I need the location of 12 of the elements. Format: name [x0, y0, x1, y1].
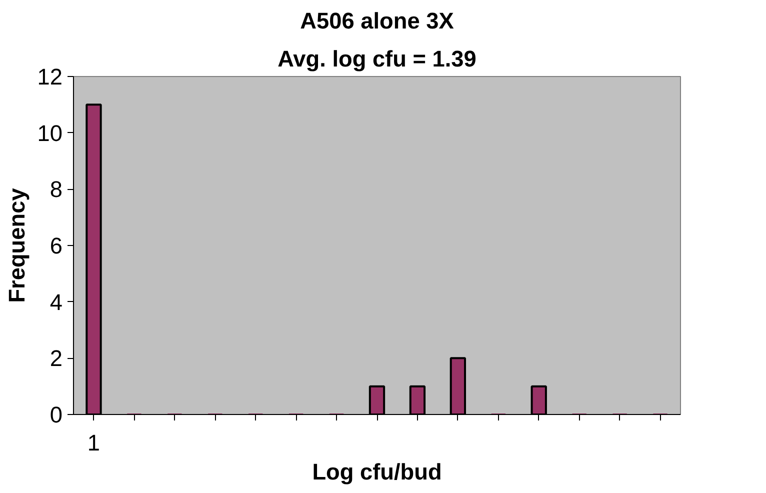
- y-tick-label: 2: [50, 345, 63, 372]
- y-tick-label: 12: [37, 64, 62, 90]
- y-axis-title: Frequency: [3, 188, 30, 303]
- y-tick-label: 6: [50, 232, 63, 258]
- chart-title: A506 alone 3X: [300, 8, 454, 34]
- y-tick-label: 4: [50, 288, 63, 315]
- x-axis-title: Log cfu/bud: [312, 458, 442, 484]
- y-tick-label: 8: [50, 176, 63, 202]
- y-tick-label: 0: [50, 402, 63, 428]
- x-tick-label: 1: [87, 430, 100, 456]
- chart-subtitle: Avg. log cfu = 1.39: [278, 46, 476, 72]
- y-tick-label: 10: [37, 120, 62, 146]
